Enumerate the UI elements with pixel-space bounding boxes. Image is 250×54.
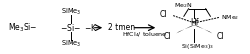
Text: NMe$_2$: NMe$_2$: [221, 13, 239, 22]
Polygon shape: [176, 25, 195, 33]
Text: Cl: Cl: [164, 32, 172, 41]
Text: Me$_2$N: Me$_2$N: [174, 1, 192, 10]
Text: HfCl$_4$/ toluene: HfCl$_4$/ toluene: [122, 30, 168, 39]
Text: SiMe$_3$: SiMe$_3$: [61, 39, 81, 49]
Text: 2 tmen: 2 tmen: [108, 23, 135, 32]
Text: Hf: Hf: [190, 18, 198, 27]
Text: Cl: Cl: [159, 10, 167, 19]
Text: Si(SiMe$_3$)$_3$: Si(SiMe$_3$)$_3$: [181, 42, 214, 51]
Text: Me$_3$Si$-$: Me$_3$Si$-$: [8, 21, 38, 34]
Text: SiMe$_3$: SiMe$_3$: [61, 6, 81, 17]
Text: Cl: Cl: [217, 32, 224, 41]
Polygon shape: [193, 25, 212, 33]
Text: $-$K: $-$K: [84, 22, 98, 33]
Text: $-$Si$-$: $-$Si$-$: [60, 22, 82, 33]
